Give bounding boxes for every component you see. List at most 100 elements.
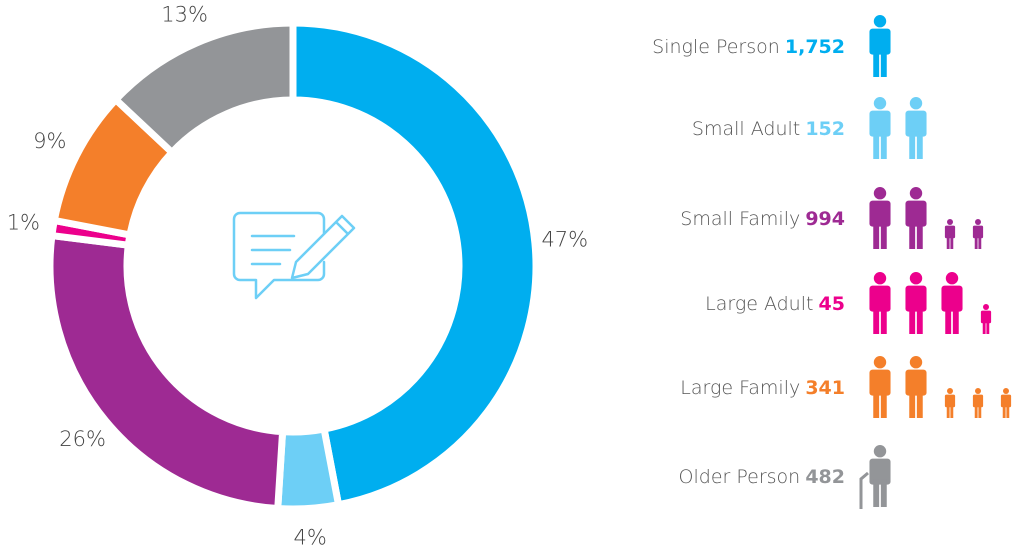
leg <box>974 404 978 418</box>
head <box>945 272 959 285</box>
slice-label: 1% <box>7 210 40 234</box>
legend-count: 482 <box>805 466 845 488</box>
head <box>873 445 887 458</box>
center-icon <box>232 211 356 300</box>
leg <box>873 390 880 418</box>
slice-label: 9% <box>33 129 66 153</box>
leg <box>873 306 880 334</box>
leg <box>909 131 916 159</box>
slice <box>274 424 343 513</box>
legend-name: Small Adult <box>692 118 800 140</box>
leg <box>873 49 880 77</box>
leg <box>978 404 982 418</box>
torso <box>944 394 956 408</box>
torso <box>1000 394 1012 408</box>
legend-entry: Small Family 994 <box>680 208 845 230</box>
legend-entry: Large Adult 45 <box>705 293 845 315</box>
leg <box>945 306 952 334</box>
torso <box>869 285 891 312</box>
head <box>1003 388 1009 394</box>
leg <box>946 235 950 249</box>
leg <box>916 306 923 334</box>
text-lines <box>250 234 296 266</box>
torso <box>869 458 891 485</box>
head <box>975 388 981 394</box>
leg <box>880 131 887 159</box>
leg <box>880 390 887 418</box>
leg <box>946 404 950 418</box>
leg <box>950 235 954 249</box>
leg <box>1006 404 1010 418</box>
leg <box>880 479 887 507</box>
cane <box>859 471 869 509</box>
legend-entry: Large Family 341 <box>680 377 845 399</box>
legend-name: Single Person <box>652 36 780 58</box>
person-icons <box>869 272 992 334</box>
torso <box>869 28 891 55</box>
person-icons <box>869 15 891 77</box>
leg <box>880 306 887 334</box>
pencil <box>290 214 356 280</box>
legend-entry: Small Adult 152 <box>692 118 845 140</box>
head <box>873 15 887 28</box>
torso <box>941 285 963 312</box>
head <box>873 272 887 285</box>
leg <box>916 131 923 159</box>
legend-count: 994 <box>805 208 845 230</box>
head <box>947 219 953 225</box>
legend-entry: Older Person 482 <box>679 466 845 488</box>
head <box>909 356 923 369</box>
leg <box>978 235 982 249</box>
person-icons <box>869 187 984 249</box>
head <box>909 97 923 110</box>
legend-count: 152 <box>805 118 845 140</box>
leg <box>880 221 887 249</box>
head <box>909 187 923 200</box>
head <box>975 219 981 225</box>
head <box>873 97 887 110</box>
torso <box>972 225 984 239</box>
person-icons <box>869 97 927 159</box>
legend-name: Older Person <box>679 466 801 488</box>
leg <box>1002 404 1006 418</box>
legend-count: 341 <box>805 377 845 399</box>
torso <box>905 110 927 137</box>
person-icons <box>859 445 891 509</box>
head <box>873 187 887 200</box>
slice <box>289 19 540 509</box>
legend-name: Small Family <box>680 208 800 230</box>
torso <box>905 200 927 227</box>
leg <box>909 390 916 418</box>
slice-label: 4% <box>293 525 326 547</box>
torso <box>972 394 984 408</box>
slice-label: 26% <box>59 427 106 451</box>
slice-label: 47% <box>541 227 588 251</box>
legend-name: Large Family <box>680 377 800 399</box>
torso <box>944 225 956 239</box>
leg <box>974 235 978 249</box>
leg <box>916 221 923 249</box>
leg <box>873 221 880 249</box>
head <box>909 272 923 285</box>
person-icons <box>869 356 1012 418</box>
leg <box>909 306 916 334</box>
slice <box>46 231 287 513</box>
legend-entry: Single Person 1,752 <box>652 36 845 58</box>
torso <box>869 200 891 227</box>
leg <box>916 390 923 418</box>
head <box>947 388 953 394</box>
torso <box>905 369 927 396</box>
speech-bubble <box>232 211 326 300</box>
torso <box>980 310 992 324</box>
leg <box>982 320 986 334</box>
legend-count: 45 <box>819 293 845 315</box>
torso <box>905 285 927 312</box>
head <box>873 356 887 369</box>
legend-count: 1,752 <box>785 36 845 58</box>
slice <box>110 19 297 158</box>
leg <box>952 306 959 334</box>
leg <box>950 404 954 418</box>
torso <box>869 369 891 396</box>
leg <box>909 221 916 249</box>
